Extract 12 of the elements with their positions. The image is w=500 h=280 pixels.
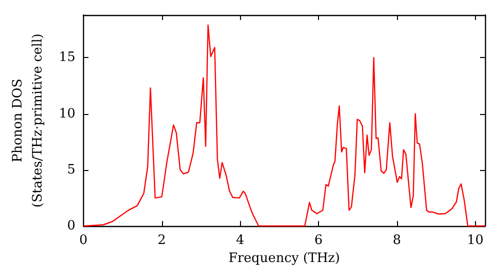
x-tick-label: 10 bbox=[466, 233, 484, 248]
y-tick-label: 10 bbox=[58, 106, 76, 122]
y-tick-label: 0 bbox=[67, 218, 76, 234]
x-tick-label: 2 bbox=[158, 233, 166, 248]
y-tick-label: 15 bbox=[58, 50, 76, 66]
x-tick-label: 0 bbox=[79, 233, 88, 248]
x-tick-label: 4 bbox=[236, 233, 244, 248]
x-tick-label: 8 bbox=[392, 233, 401, 248]
y-axis-title: Phonon DOS (States/THz·primitive cell) bbox=[10, 33, 46, 208]
x-axis-title: Frequency (THz) bbox=[228, 250, 340, 266]
x-tick-label: 6 bbox=[314, 233, 323, 248]
y-tick-label: 5 bbox=[67, 162, 76, 178]
